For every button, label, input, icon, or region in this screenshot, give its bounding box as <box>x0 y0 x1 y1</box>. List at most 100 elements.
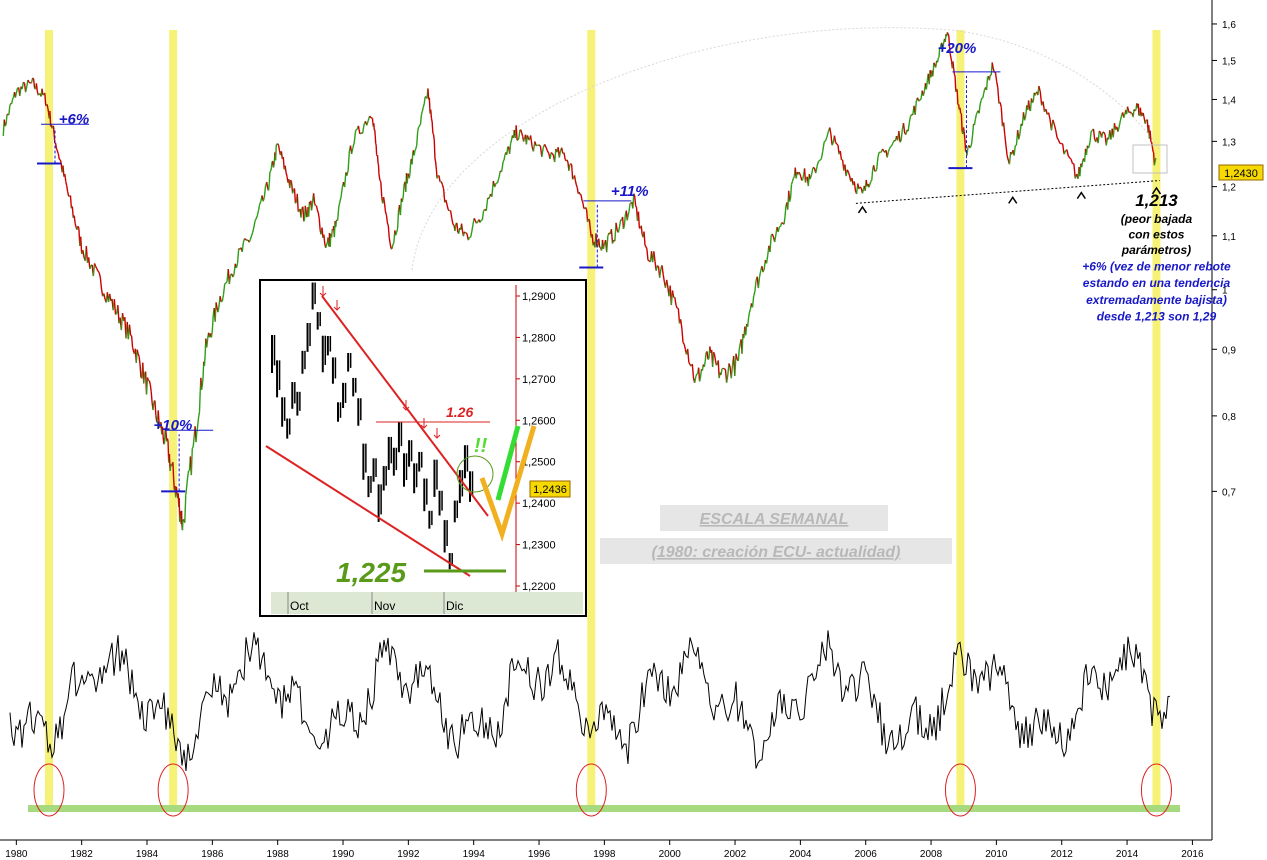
price-segment <box>1027 100 1031 110</box>
price-segment <box>747 311 751 318</box>
price-segment <box>738 343 741 350</box>
price-segment <box>318 218 321 231</box>
price-segment <box>267 183 270 191</box>
inset-y-tick-label: 1,2600 <box>522 415 556 427</box>
price-segment <box>479 219 482 223</box>
price-segment <box>1151 146 1154 152</box>
price-segment <box>263 185 267 198</box>
oscillator-low-circle <box>157 763 189 817</box>
price-segment <box>610 229 614 244</box>
price-segment <box>846 169 850 173</box>
price-segment <box>1053 124 1057 131</box>
price-segment <box>908 116 912 123</box>
price-segment <box>303 219 306 222</box>
price-segment <box>284 165 287 173</box>
price-segment <box>326 242 329 245</box>
price-segment <box>406 173 409 184</box>
y-tick-label: 1 <box>1222 286 1228 297</box>
price-segment <box>210 330 214 338</box>
price-segment <box>427 88 430 100</box>
price-segment <box>145 377 149 395</box>
price-segment <box>918 99 921 102</box>
price-segment <box>1143 116 1146 121</box>
price-segment <box>471 224 474 232</box>
price-segment <box>340 187 344 197</box>
price-segment <box>802 174 805 180</box>
price-segment <box>235 263 239 269</box>
price-segment <box>1089 131 1092 141</box>
price-segment <box>1123 114 1126 118</box>
price-segment <box>417 127 420 132</box>
price-segment <box>1119 115 1123 122</box>
price-segment <box>628 203 631 212</box>
price-segment <box>82 250 85 258</box>
price-segment <box>37 93 40 96</box>
price-segment <box>432 134 435 141</box>
price-segment <box>712 351 716 355</box>
price-segment <box>191 446 194 449</box>
price-segment <box>522 137 526 142</box>
price-segment <box>560 147 564 154</box>
price-segment <box>575 184 578 188</box>
price-segment <box>1126 106 1130 111</box>
y-tick-label: 1,6 <box>1222 20 1236 31</box>
price-segment <box>1005 145 1008 156</box>
price-segment <box>1103 132 1106 136</box>
price-segment <box>387 225 390 238</box>
price-segment <box>350 147 354 154</box>
price-segment <box>383 203 387 212</box>
inset-label-bang: !! <box>474 435 488 457</box>
price-segment <box>409 161 412 174</box>
price-segment <box>1031 101 1034 104</box>
price-segment <box>1085 145 1089 156</box>
price-segment <box>635 205 638 208</box>
price-segment <box>64 173 67 182</box>
price-segment <box>434 158 437 163</box>
price-segment <box>974 114 978 120</box>
price-segment <box>285 172 288 177</box>
price-segment <box>985 77 989 91</box>
price-segment <box>422 103 425 108</box>
price-segment <box>238 247 241 250</box>
title-box: ESCALA SEMANAL (1980: creación ECU- actu… <box>600 505 952 564</box>
price-segment <box>1045 108 1048 115</box>
price-segment <box>1097 130 1100 144</box>
price-segment <box>853 181 857 191</box>
inset-x-axis: Oct Nov Dic <box>287 592 463 614</box>
price-segment <box>532 141 536 152</box>
price-segment <box>15 87 19 94</box>
price-segment <box>914 100 918 115</box>
price-segment <box>982 92 985 99</box>
price-segment <box>170 463 173 467</box>
price-segment <box>57 153 60 160</box>
price-segment <box>42 93 45 96</box>
price-segment <box>871 169 874 181</box>
price-segment <box>77 225 80 229</box>
price-segment <box>138 356 141 364</box>
price-segment <box>451 218 454 225</box>
price-segment <box>847 171 851 177</box>
price-segment <box>272 163 275 168</box>
price-segment <box>1152 150 1155 154</box>
price-segment <box>994 72 998 82</box>
inset-channel-lower <box>265 445 471 577</box>
price-segment <box>414 148 417 152</box>
price-segment <box>196 421 199 429</box>
price-segment <box>833 135 837 143</box>
price-segment <box>1090 129 1093 133</box>
price-segment <box>1042 101 1046 112</box>
price-segment <box>277 145 281 151</box>
price-segment <box>948 46 951 54</box>
price-segment <box>185 486 188 496</box>
support-arrow <box>1076 191 1086 200</box>
price-segment <box>627 211 630 216</box>
price-segment <box>419 114 423 125</box>
price-segment <box>52 125 55 136</box>
price-segment <box>881 148 885 152</box>
price-segment <box>1047 112 1051 120</box>
price-segment <box>737 349 740 361</box>
price-segment <box>875 157 879 170</box>
price-segment <box>305 208 308 218</box>
price-segment <box>588 219 592 230</box>
price-segment <box>632 193 635 209</box>
